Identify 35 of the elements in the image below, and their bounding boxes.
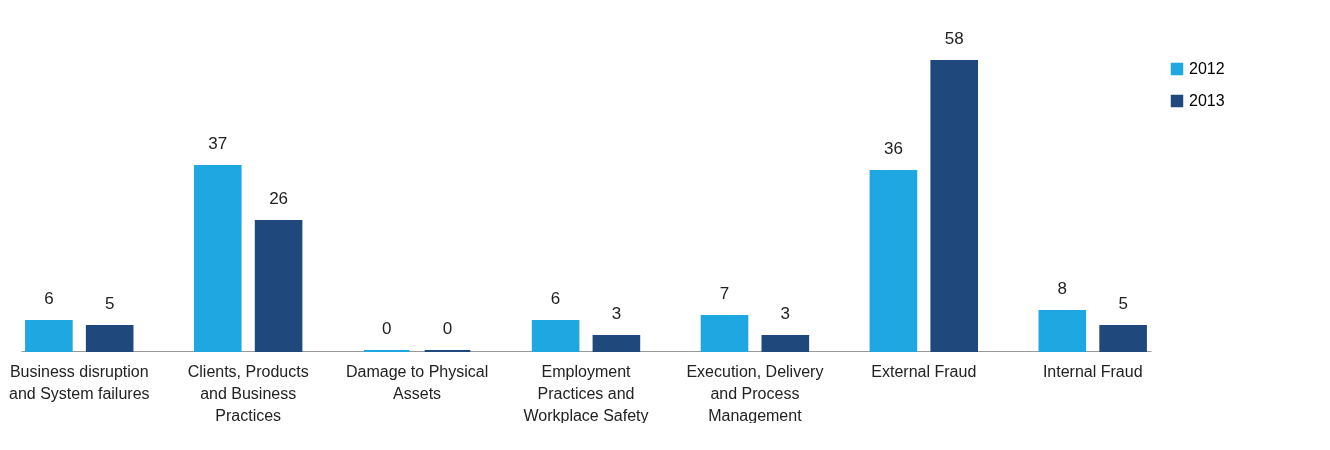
x-tick-label: Internal Fraud: [1042, 362, 1143, 380]
x-tick-label: Employment Practices and Workplace Safety: [523, 362, 649, 424]
x-tick-label: Damage to Physical Assets: [345, 362, 489, 402]
bar: [700, 315, 749, 352]
data-label: 36: [883, 139, 903, 158]
bar: [1038, 310, 1087, 352]
data-label: 26: [269, 189, 289, 208]
data-label: 0: [381, 319, 392, 338]
legend-label: 2013: [1189, 92, 1225, 109]
x-tick-label: Clients, Products and Business Practices: [187, 362, 309, 424]
bar: [869, 170, 918, 352]
bar: [761, 335, 810, 352]
data-label: 3: [611, 304, 622, 323]
data-label: 7: [719, 284, 730, 303]
bar: [531, 320, 580, 352]
bar: [254, 220, 303, 352]
legend-label: 2012: [1189, 60, 1225, 77]
x-tick-label: Business disruption and System failures: [9, 362, 150, 402]
data-label: 5: [1118, 294, 1128, 313]
data-label: 0: [442, 319, 453, 338]
bar: [930, 60, 979, 352]
data-label: 5: [104, 294, 115, 313]
data-label: 6: [44, 289, 54, 308]
x-tick-label: External Fraud: [871, 362, 977, 380]
bar: [25, 320, 73, 352]
data-label: 37: [208, 134, 228, 153]
bar: [592, 335, 641, 352]
data-label: 58: [944, 29, 964, 48]
data-label: 6: [550, 289, 561, 308]
bar: [1099, 325, 1147, 352]
data-label: 8: [1057, 279, 1068, 298]
x-tick-label: Execution, Delivery and Process Management: [686, 362, 824, 424]
data-label: 3: [780, 304, 791, 323]
bar: [193, 165, 242, 352]
bar: [85, 325, 134, 352]
